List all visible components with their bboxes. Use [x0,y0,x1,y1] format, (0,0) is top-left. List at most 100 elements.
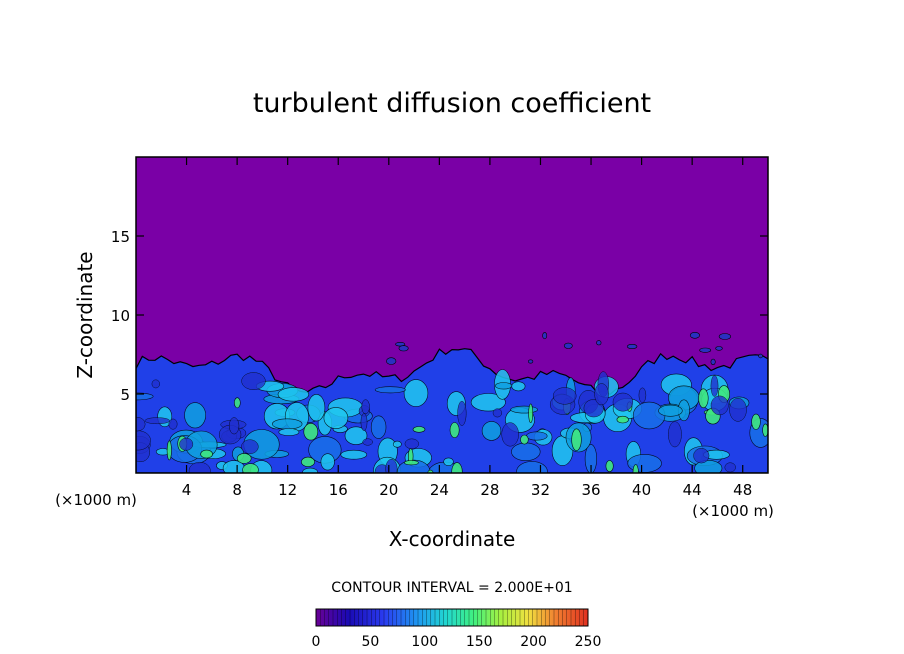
field-low-blob [552,387,577,405]
field-high-blob [166,440,172,461]
turbulent-field [136,331,768,473]
colorbar: 0 50 100 150 200 250 [312,608,602,650]
field-high-blob [449,422,460,438]
colorbar-stripes [320,609,584,626]
x-tick-label: 24 [430,481,449,499]
field-low-blob [594,383,609,406]
detached-patch [689,331,700,339]
field-blob [443,457,454,466]
chart-title: turbulent diffusion coefficient [253,88,651,119]
field-high-blob [242,463,259,473]
field-high-blob [451,462,463,473]
field-blob [272,418,303,430]
field-low-blob [179,437,194,451]
field-high-blob [698,388,709,409]
field-high-blob [762,423,768,437]
detached-patch [710,358,716,366]
field-low-blob [241,439,259,454]
x-axis-ticks: 4 8 12 16 20 24 28 32 36 40 44 48 [182,157,752,499]
field-blob [526,431,548,441]
colorbar-tick-label: 250 [575,634,602,650]
detached-patch [718,333,732,340]
field-blob [403,379,429,407]
field-low-blob [729,397,747,422]
x-tick-label: 16 [329,481,348,499]
field-low-blob [228,417,240,435]
field-low-blob [492,408,503,418]
field-low-blob [361,399,370,415]
field-low-blob [144,417,170,425]
field-blob [278,428,300,436]
field-high-blob [234,397,241,409]
detached-patch [542,332,548,340]
y-tick-label: 5 [120,386,130,404]
field-blob [370,415,387,439]
field-blob [470,393,506,412]
field-blob [511,381,526,392]
field-low-blob [668,421,682,448]
field-high-blob [751,413,761,430]
field-low-blob [724,462,736,473]
detached-patch [758,353,763,359]
field-high-blob [404,460,419,466]
colorbar-tick-label: 50 [361,634,379,650]
field-blob [516,461,548,473]
field-low-blob [188,461,211,473]
x-tick-label: 20 [379,481,398,499]
field-high-blob [520,434,529,445]
colorbar-tick-label: 0 [312,634,321,650]
field-high-blob [303,423,319,441]
field-high-blob [200,449,213,459]
colorbar-tick-label: 100 [411,634,438,650]
field-low-blob [693,448,710,464]
detached-patch [398,345,409,352]
field-blob [323,407,349,429]
field-blob [277,387,310,402]
x-tick-label: 8 [232,481,242,499]
field-low-blob [241,372,266,390]
field-blob [184,402,207,429]
field-low-blob [136,417,146,432]
x-tick-label: 48 [733,481,752,499]
field-blob [392,440,402,448]
field-high-blob [616,415,629,424]
x-tick-label: 32 [531,481,550,499]
y-tick-label: 10 [111,307,130,325]
field-high-blob [528,403,534,423]
field-blob [374,386,406,394]
x-axis-label: X-coordinate [389,527,516,551]
detached-patch [527,359,534,364]
detached-patch [699,347,712,353]
field-high-blob [605,460,614,472]
field-low-blob [360,413,368,431]
field-blob [302,467,318,473]
field-blob [694,460,723,473]
detached-patch [626,343,638,349]
field-blob [510,405,538,414]
field-low-blob [710,375,719,397]
detached-patch [596,340,602,346]
field-blob [320,453,335,471]
field-blob [658,404,683,417]
field-blob [481,421,502,441]
field-high-blob [236,453,252,464]
field-blob [495,382,513,390]
colorbar-tick-label: 200 [520,634,547,650]
x-tick-label: 4 [182,481,192,499]
field-low-blob [136,430,151,451]
field-blob [340,449,368,460]
detached-patch [386,357,397,365]
field-blob [344,426,368,445]
field-blob [584,444,597,473]
x-tick-label: 28 [480,481,499,499]
field-blob [632,401,666,430]
x-unit-label-right: (×1000 m) [692,502,774,520]
field-high-blob [301,456,315,468]
detached-patch [715,346,723,351]
field-high-blob [412,426,426,433]
y-tick-label: 15 [111,228,130,246]
field-low-blob [612,392,634,412]
y-axis-label: Z-coordinate [73,251,97,378]
